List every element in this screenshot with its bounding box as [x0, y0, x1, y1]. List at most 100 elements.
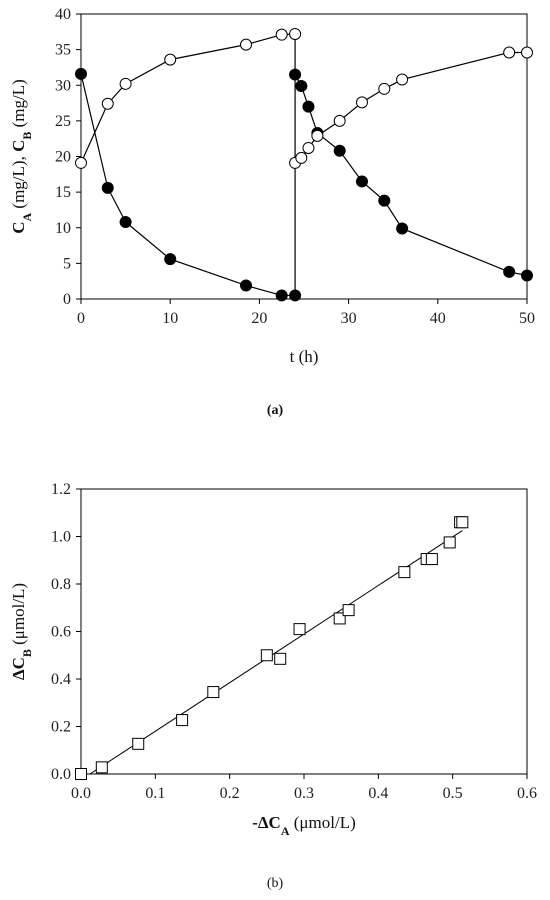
data-point-filled	[396, 222, 409, 235]
x-tick-label: 0.6	[517, 785, 537, 802]
y-axis-label-part: C	[9, 140, 28, 152]
y-tick-label: 0.2	[51, 719, 71, 736]
x-axis-label: t (h)	[290, 347, 319, 366]
data-point-square	[425, 553, 438, 566]
y-tick-label: 0.0	[51, 766, 71, 783]
x-tick-label: 0.5	[443, 785, 463, 802]
data-point-square	[293, 623, 306, 636]
data-point-filled	[378, 194, 391, 207]
data-point-square	[132, 737, 145, 750]
y-axis-label-part: (mg/L),	[9, 152, 28, 213]
data-point-filled	[289, 68, 302, 81]
chart-panel-b: 0.0 0.1 0.2 0.3 0.4 0.5 0.6 0.0 0.2 0.4 0.6 0.8 1.0 1…	[9, 481, 537, 891]
y-tick-label: 5	[63, 255, 71, 272]
y-tick-label: 1.0	[51, 529, 71, 546]
x-tick-label: 40	[430, 310, 446, 327]
x-tick-label: 0.2	[220, 785, 240, 802]
series-line	[80, 33, 296, 164]
y-tick-label: 1.2	[51, 481, 71, 498]
x-tick-label: 20	[251, 310, 267, 327]
data-point-open	[311, 129, 324, 142]
data-point-filled	[355, 175, 368, 188]
data-point-filled	[75, 67, 87, 80]
x-tick-label: 0.0	[71, 785, 91, 802]
y-tick-label: 15	[55, 184, 71, 201]
x-tick-label: 0.4	[368, 785, 388, 802]
data-point-square	[443, 536, 456, 549]
data-point-filled	[289, 289, 302, 302]
data-point-square	[260, 649, 273, 662]
data-point-filled	[295, 79, 308, 92]
y-tick-label: 20	[55, 149, 71, 166]
y-axis-label-part: C	[9, 222, 28, 234]
x-axis-label-part: A	[281, 824, 290, 838]
y-axis-label-part: A	[20, 213, 34, 222]
data-point-open	[378, 82, 391, 95]
y-tick-label: 40	[55, 6, 71, 23]
x-tick-label: 0	[77, 310, 85, 327]
y-axis-label: ΔCB (μmol/L)	[9, 583, 34, 680]
data-point-filled	[503, 265, 516, 278]
data-point-filled	[521, 269, 533, 282]
data-point-open	[503, 46, 516, 59]
y-tick-label: 35	[55, 42, 71, 59]
data-point-filled	[302, 100, 315, 113]
x-tick-label: 10	[162, 310, 178, 327]
data-point-filled	[240, 279, 253, 292]
panel-caption: (a)	[267, 403, 284, 418]
data-point-open	[164, 53, 177, 66]
data-point-square	[207, 686, 220, 699]
data-point-filled	[119, 216, 132, 229]
y-axis-label-part: B	[20, 132, 34, 140]
data-point-open	[295, 151, 308, 164]
y-tick-label: 0	[63, 291, 71, 308]
data-point-square	[456, 516, 469, 529]
data-point-filled	[275, 289, 288, 302]
x-axis-label: -ΔCA (μmol/L)	[252, 813, 356, 838]
data-point-open	[275, 28, 288, 41]
data-point-open	[101, 97, 114, 110]
y-axis-label-part: (mg/L)	[9, 79, 28, 131]
series-line	[294, 51, 527, 164]
y-tick-label: 25	[55, 113, 71, 130]
data-point-open	[75, 156, 87, 169]
x-tick-label: 30	[341, 310, 357, 327]
y-tick-label: 30	[55, 77, 71, 94]
y-tick-label: 0.8	[51, 576, 71, 593]
data-point-filled	[101, 181, 114, 194]
data-point-square	[274, 652, 287, 665]
y-axis-label: CA (mg/L), CB (mg/L)	[9, 79, 34, 234]
data-point-open	[355, 96, 368, 109]
data-point-filled	[164, 253, 177, 266]
x-axis-label-part: -ΔC	[252, 813, 281, 832]
data-point-open	[240, 38, 253, 51]
y-tick-label: 0.6	[51, 624, 71, 641]
x-tick-label: 0.1	[145, 785, 165, 802]
x-tick-label: 50	[519, 310, 535, 327]
y-tick-label: 10	[55, 220, 71, 237]
y-axis-label-part: (μmol/L)	[9, 583, 28, 649]
x-axis-label-part: (μmol/L)	[290, 813, 356, 832]
y-axis-label-part: B	[20, 649, 34, 657]
data-point-square	[75, 768, 87, 780]
data-point-open	[333, 114, 346, 127]
series-line	[294, 74, 528, 277]
panel-caption: (b)	[267, 876, 284, 891]
data-point-open	[119, 77, 132, 90]
y-axis-label-part: ΔC	[9, 657, 28, 680]
y-tick-label: 0.4	[51, 671, 71, 688]
data-point-open	[302, 141, 315, 154]
data-point-open	[521, 46, 533, 59]
x-tick-label: 0.3	[294, 785, 314, 802]
data-point-square	[176, 714, 189, 727]
series-line	[80, 73, 296, 297]
data-point-filled	[333, 144, 346, 157]
data-point-open	[289, 27, 302, 40]
data-point-square	[342, 604, 355, 617]
data-point-square	[398, 566, 411, 579]
data-point-square	[95, 761, 108, 774]
data-point-open	[396, 73, 409, 86]
